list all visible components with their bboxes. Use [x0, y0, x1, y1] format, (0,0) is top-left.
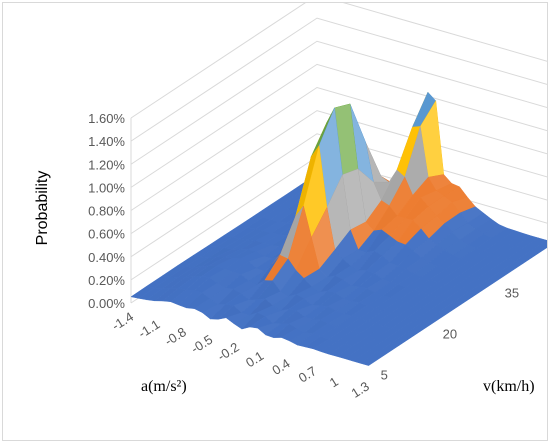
surface-shading	[428, 174, 452, 191]
z-gridline	[130, 0, 550, 119]
z-gridline	[130, 40, 550, 165]
z-gridline	[130, 63, 550, 188]
x-tick-label: -0.2	[215, 339, 242, 364]
y-axis-title: v(km/h)	[483, 378, 535, 395]
surface-shading	[404, 126, 429, 196]
surface-shading	[303, 145, 327, 238]
z-tick-label: 0.40%	[88, 250, 125, 265]
y-tick-label: 5	[381, 367, 388, 382]
surface-shading	[272, 258, 296, 292]
x-tick-label: -0.8	[162, 324, 189, 349]
surface-shading	[350, 221, 374, 250]
x-axis-title: a(m/s²)	[141, 378, 187, 395]
gridlines	[130, 0, 550, 304]
x-tick-label: -1.4	[109, 309, 136, 334]
surface-shading	[459, 206, 484, 224]
z-gridline	[130, 17, 550, 142]
surface-shading	[389, 177, 413, 216]
x-tick-label: 0.4	[269, 356, 292, 378]
surface-shading	[288, 205, 312, 271]
surface-shading	[311, 107, 335, 157]
surface-shading	[420, 100, 444, 178]
x-tick-label: 0.7	[296, 363, 319, 385]
z-tick-labels: 0.00% 0.20% 0.40% 0.60% 0.80% 1.00% 1.20% 1.40%…	[88, 111, 125, 311]
z-gridline	[130, 133, 550, 258]
surface-shading	[365, 142, 389, 183]
x-tick-label: -1.1	[136, 316, 163, 341]
surface-shading	[326, 174, 351, 250]
z-tick-label: 1.20%	[88, 157, 125, 172]
surface-plot	[130, 91, 550, 366]
surface-shading	[373, 170, 397, 201]
z-tick-label: 0.20%	[88, 273, 125, 288]
x-tick-label: 0.1	[243, 348, 266, 370]
z-tick-label: 1.40%	[88, 134, 125, 149]
x-tick-label: 1.3	[349, 378, 372, 400]
y-tick-labels: 5203550	[381, 285, 519, 382]
x-tick-label: 1	[327, 374, 341, 391]
surface-chart: 0.00% 0.20% 0.40% 0.60% 0.80% 1.00% 1.20% 1.40%…	[34, 0, 550, 401]
surface-shading	[319, 107, 343, 208]
surface-shading	[350, 103, 374, 183]
z-tick-label: 0.60%	[88, 227, 125, 242]
z-tick-label: 1.00%	[88, 180, 125, 195]
surface-shading	[295, 145, 320, 217]
x-tick-label: -0.5	[188, 332, 215, 357]
surface-facet	[360, 352, 385, 366]
surface-shading	[357, 168, 382, 222]
z-tick-label: 0.80%	[88, 204, 125, 219]
z-tick-label: 1.60%	[88, 111, 125, 126]
y-tick-label: 20	[443, 326, 457, 341]
z-gridline	[130, 110, 550, 235]
z-axis-title: Probability	[34, 171, 51, 246]
z-tick-label: 0.00%	[88, 296, 125, 311]
surface-shading	[311, 207, 335, 270]
z-gridline	[130, 86, 550, 211]
y-tick-label: 35	[505, 285, 519, 300]
